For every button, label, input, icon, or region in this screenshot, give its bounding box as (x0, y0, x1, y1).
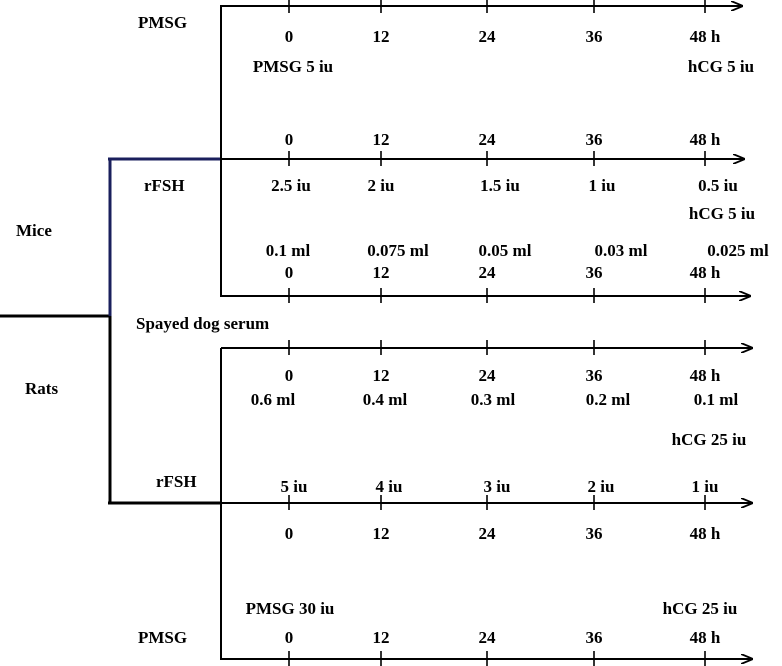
dose-label: 0.1 ml (266, 241, 311, 260)
dose-label: 2 iu (368, 176, 395, 195)
time-label: 48 h (690, 263, 721, 282)
dose-label: 5 iu (281, 477, 308, 496)
dose-label: PMSG 30 iu (246, 599, 335, 618)
time-label: 48 h (690, 524, 721, 543)
time-label: 12 (373, 628, 390, 647)
time-label: 24 (479, 366, 497, 385)
time-label: 24 (479, 524, 497, 543)
dose-label: 1 iu (589, 176, 616, 195)
dose-label: 0.2 ml (586, 390, 631, 409)
time-label: 0 (285, 628, 294, 647)
dose-label: hCG 5 iu (688, 57, 754, 76)
protocol-label-rats-rfsh: rFSH (156, 472, 197, 491)
time-label: 36 (586, 130, 603, 149)
time-label: 48 h (690, 130, 721, 149)
protocol-label-mice-rfsh: rFSH (144, 176, 185, 195)
dose-label: 0.03 ml (595, 241, 648, 260)
time-label: 48 h (690, 366, 721, 385)
time-label: 12 (373, 263, 390, 282)
dose-label: hCG 25 iu (663, 599, 738, 618)
time-label: 0 (285, 27, 294, 46)
dose-label: 0.6 ml (251, 390, 296, 409)
time-label: 36 (586, 263, 603, 282)
dose-label: 0.075 ml (367, 241, 429, 260)
time-label: 36 (586, 366, 603, 385)
time-label: 12 (373, 524, 390, 543)
protocol-label-mice-pmsg: PMSG (138, 13, 187, 32)
tick-marks (288, 0, 706, 666)
protocol-label-rats-pmsg: PMSG (138, 628, 187, 647)
time-label: 36 (586, 524, 603, 543)
time-label: 24 (479, 628, 497, 647)
dose-label: 3 iu (484, 477, 511, 496)
time-label: 0 (285, 263, 294, 282)
hcg-label: hCG 25 iu (672, 430, 747, 449)
time-label: 12 (373, 27, 390, 46)
protocol-label-dog-serum: Spayed dog serum (136, 314, 269, 333)
dose-label: 2.5 iu (271, 176, 311, 195)
time-label: 36 (586, 628, 603, 647)
time-label: 0 (285, 130, 294, 149)
dose-label: PMSG 5 iu (253, 57, 333, 76)
dose-label: 0.1 ml (694, 390, 739, 409)
dose-label: 1 iu (692, 477, 719, 496)
dose-label: 0.05 ml (479, 241, 532, 260)
time-label: 12 (373, 366, 390, 385)
dose-label: 0.3 ml (471, 390, 516, 409)
time-label: 0 (285, 524, 294, 543)
time-label: 48 h (690, 628, 721, 647)
dose-label: 1.5 iu (480, 176, 520, 195)
time-label: 24 (479, 27, 497, 46)
time-label: 24 (479, 130, 497, 149)
time-label: 0 (285, 366, 294, 385)
species-label-rats: Rats (25, 379, 58, 398)
dose-label: 0.025 ml (707, 241, 769, 260)
time-label: 36 (586, 27, 603, 46)
dose-label: 0.5 iu (698, 176, 738, 195)
time-label: 48 h (690, 27, 721, 46)
dose-label: 0.4 ml (363, 390, 408, 409)
hcg-label: hCG 5 iu (689, 204, 755, 223)
dose-label: 2 iu (588, 477, 615, 496)
species-label-mice: Mice (16, 221, 52, 240)
time-label: 12 (373, 130, 390, 149)
dose-label: 4 iu (376, 477, 403, 496)
time-label: 24 (479, 263, 497, 282)
